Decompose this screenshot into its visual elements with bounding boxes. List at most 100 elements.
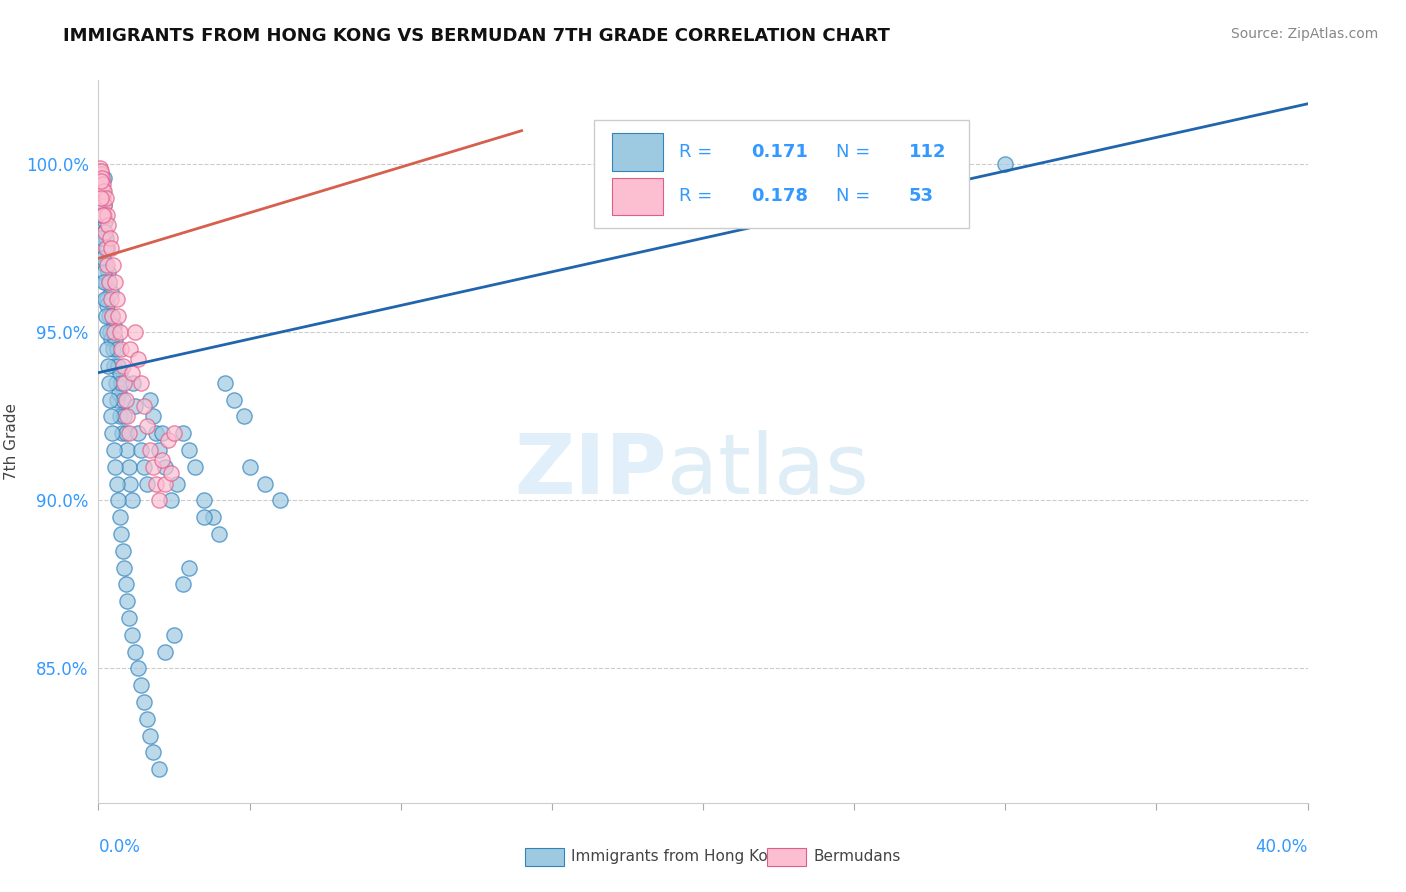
Point [124, 399, 146, 413]
Point [93, 197, 115, 211]
Point [118, 459, 141, 474]
Point [139, 392, 162, 407]
Point [115, 442, 138, 457]
Point [94, 191, 117, 205]
Point [93, 241, 115, 255]
Text: R =: R = [679, 143, 718, 161]
Point [93, 275, 115, 289]
Point [111, 426, 134, 441]
Point [93, 208, 115, 222]
Point [269, 493, 291, 508]
Point [232, 409, 254, 424]
Point [91, 178, 114, 192]
Point [110, 342, 132, 356]
Point [121, 366, 143, 380]
Point [110, 376, 132, 390]
Point [103, 318, 125, 333]
Point [91, 208, 114, 222]
Point [172, 426, 194, 441]
Point [124, 326, 146, 340]
FancyBboxPatch shape [613, 133, 664, 170]
Point [122, 376, 145, 390]
Point [96, 292, 118, 306]
Text: N =: N = [837, 187, 876, 205]
Point [90, 167, 112, 181]
Point [100, 332, 122, 346]
Text: 53: 53 [908, 187, 934, 205]
Point [90, 208, 112, 222]
Point [208, 527, 231, 541]
Point [97, 218, 120, 232]
Point [96, 298, 118, 312]
Point [98, 326, 121, 340]
Point [107, 359, 129, 373]
Point [127, 661, 149, 675]
Point [160, 467, 183, 481]
Point [90, 191, 112, 205]
Point [91, 181, 114, 195]
Point [90, 164, 112, 178]
Point [105, 342, 128, 356]
Point [98, 392, 121, 407]
Point [135, 419, 157, 434]
Point [101, 309, 124, 323]
Point [90, 174, 112, 188]
Y-axis label: 7th Grade: 7th Grade [4, 403, 18, 480]
Point [145, 426, 167, 441]
Point [90, 181, 112, 195]
Point [98, 275, 121, 289]
Point [108, 409, 131, 424]
Point [118, 611, 141, 625]
Point [153, 459, 176, 474]
Point [91, 252, 114, 266]
Point [90, 191, 112, 205]
Point [90, 174, 112, 188]
Text: Immigrants from Hong Kong: Immigrants from Hong Kong [571, 849, 787, 864]
Point [132, 459, 155, 474]
Point [163, 628, 186, 642]
Point [132, 695, 155, 709]
Text: 0.178: 0.178 [751, 187, 808, 205]
Point [94, 292, 117, 306]
Point [166, 476, 188, 491]
Point [94, 214, 117, 228]
Point [104, 332, 127, 346]
Point [145, 476, 167, 491]
FancyBboxPatch shape [595, 120, 969, 228]
Point [118, 426, 141, 441]
Point [91, 191, 114, 205]
Point [89, 164, 111, 178]
Point [96, 241, 118, 255]
Point [112, 409, 135, 424]
Point [160, 493, 183, 508]
Point [107, 309, 129, 323]
Point [127, 426, 149, 441]
Text: atlas: atlas [666, 430, 869, 511]
Point [94, 241, 117, 255]
Point [142, 745, 165, 759]
Point [120, 342, 142, 356]
Point [193, 493, 215, 508]
Point [97, 265, 120, 279]
Point [98, 231, 121, 245]
Point [94, 231, 117, 245]
Point [148, 493, 170, 508]
Point [101, 309, 124, 323]
Point [111, 359, 134, 373]
Point [129, 442, 152, 457]
Point [100, 285, 122, 299]
Text: 112: 112 [908, 143, 946, 161]
Point [108, 326, 131, 340]
Text: 0.0%: 0.0% [98, 838, 141, 855]
Point [104, 459, 127, 474]
Point [111, 543, 134, 558]
Point [98, 275, 121, 289]
Point [110, 527, 132, 541]
Point [153, 644, 176, 658]
Point [105, 476, 128, 491]
Point [98, 376, 121, 390]
Point [127, 352, 149, 367]
Point [114, 426, 136, 441]
Point [101, 342, 124, 356]
Text: Bermudans: Bermudans [813, 849, 900, 864]
